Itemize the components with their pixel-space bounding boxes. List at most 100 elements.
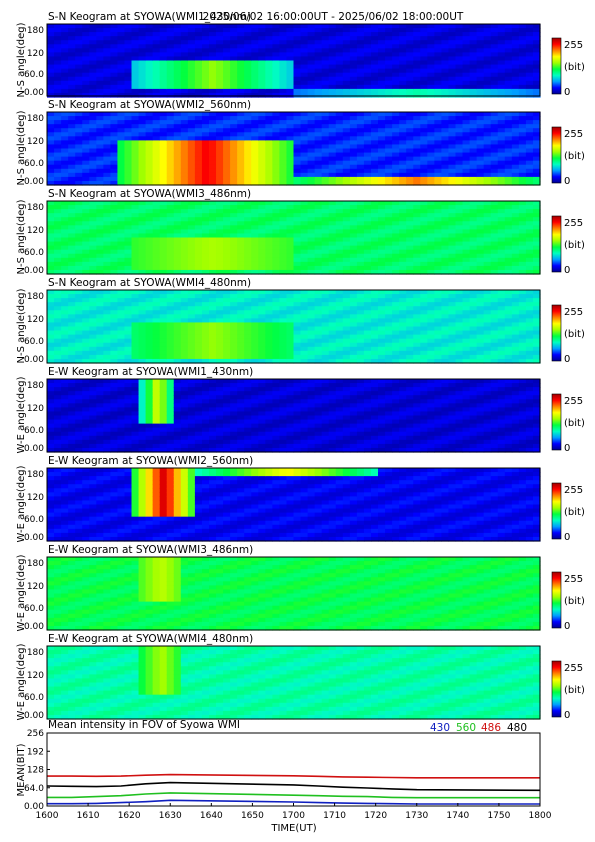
- heatmap-cell: [89, 144, 97, 150]
- heatmap-cell: [110, 40, 119, 45]
- heatmap-cell: [110, 132, 119, 137]
- heatmap-cell: [208, 80, 217, 86]
- heatmap-cell: [490, 124, 499, 129]
- heatmap-cell: [511, 160, 520, 166]
- heatmap-cell: [434, 80, 442, 86]
- heatmap-cell: [469, 209, 478, 214]
- heatmap-cell: [110, 257, 119, 263]
- heatmap-cell: [328, 253, 337, 259]
- heatmap-cell: [103, 253, 111, 259]
- heatmap-cell: [286, 160, 295, 166]
- heatmap-cell: [525, 124, 534, 129]
- heatmap-cell: [420, 136, 428, 141]
- heatmap-cell: [166, 209, 175, 214]
- heatmap-cell: [363, 156, 372, 162]
- heatmap-cell: [441, 213, 450, 218]
- heatmap-cell: [131, 180, 140, 186]
- heatmap-cell: [251, 302, 259, 307]
- heatmap-cell: [131, 225, 140, 230]
- heatmap-cell: [434, 257, 442, 263]
- heatmap-cell: [110, 290, 119, 295]
- heatmap-cell: [166, 136, 175, 141]
- heatmap-cell: [258, 334, 266, 340]
- heatmap-cell: [173, 68, 182, 74]
- heatmap-cell: [89, 257, 97, 263]
- heatmap-cell: [103, 116, 111, 121]
- heatmap-cell: [307, 306, 316, 311]
- heatmap-cell: [469, 88, 478, 94]
- heatmap-cell: [406, 32, 414, 37]
- heatmap-cell: [427, 322, 435, 328]
- heatmap-cell: [166, 298, 175, 303]
- heatmap-cell: [279, 217, 288, 222]
- heatmap-cell: [392, 148, 400, 154]
- heatmap-cell: [378, 64, 386, 70]
- heatmap-cell: [300, 84, 309, 90]
- heatmap-cell: [490, 261, 499, 267]
- heatmap-cell: [462, 128, 471, 133]
- heatmap-cell: [448, 80, 457, 86]
- heatmap-cell: [420, 148, 428, 154]
- heatmap-cell: [469, 229, 478, 235]
- heatmap-cell: [75, 136, 83, 141]
- heatmap-cell: [321, 306, 330, 311]
- heatmap-cell: [201, 156, 210, 162]
- heatmap-cell: [356, 52, 365, 58]
- heatmap-cell: [413, 76, 421, 82]
- heatmap-cell: [518, 64, 527, 70]
- heatmap-cell: [82, 294, 90, 299]
- heatmap-cell: [131, 342, 140, 348]
- heatmap-cell: [392, 261, 400, 267]
- heatmap-cell: [286, 68, 295, 74]
- heatmap-cell: [448, 326, 457, 332]
- heatmap-cell: [103, 92, 111, 98]
- heatmap-cell: [166, 310, 175, 315]
- heatmap-cell: [265, 257, 273, 263]
- heatmap-cell: [385, 80, 393, 86]
- heatmap-cell: [342, 225, 351, 230]
- heatmap-cell: [335, 84, 344, 90]
- heatmap-cell: [159, 48, 168, 53]
- heatmap-cell: [476, 116, 485, 121]
- heatmap-cell: [244, 28, 252, 33]
- heatmap-cell: [110, 144, 119, 150]
- heatmap-cell: [399, 326, 407, 332]
- heatmap-cell: [441, 310, 450, 315]
- heatmap-cell: [103, 298, 111, 303]
- heatmap-cell: [462, 261, 471, 267]
- heatmap-cell: [272, 116, 281, 121]
- heatmap-cell: [166, 249, 175, 255]
- heatmap-cell: [258, 249, 266, 255]
- heatmap-cell: [427, 213, 435, 218]
- heatmap-cell: [124, 229, 133, 235]
- heatmap-cell: [223, 229, 231, 235]
- heatmap-cell: [469, 172, 478, 178]
- heatmap-cell: [483, 290, 492, 295]
- heatmap-cell: [335, 209, 344, 214]
- heatmap-cell: [54, 88, 62, 94]
- heatmap-cell: [223, 245, 231, 251]
- heatmap-cell: [124, 310, 133, 315]
- heatmap-cell: [420, 302, 428, 307]
- heatmap-cell: [265, 128, 273, 133]
- heatmap-cell: [82, 64, 90, 70]
- heatmap-cell: [258, 225, 266, 230]
- heatmap-cell: [82, 298, 90, 303]
- heatmap-cell: [61, 326, 69, 332]
- heatmap-cell: [455, 342, 464, 348]
- heatmap-cell: [286, 318, 295, 324]
- heatmap-cell: [490, 326, 499, 332]
- heatmap-cell: [427, 358, 435, 364]
- heatmap-cell: [335, 225, 344, 230]
- heatmap-cell: [152, 120, 161, 125]
- heatmap-cell: [145, 225, 154, 230]
- heatmap-cell: [342, 36, 351, 41]
- heatmap-cell: [427, 205, 435, 210]
- heatmap-cell: [370, 334, 379, 340]
- heatmap-cell: [265, 64, 273, 70]
- heatmap-cell: [342, 60, 351, 66]
- heatmap-cell: [103, 213, 111, 218]
- heatmap-cell: [328, 294, 337, 299]
- heatmap-cell: [455, 253, 464, 259]
- heatmap-cell: [89, 120, 97, 125]
